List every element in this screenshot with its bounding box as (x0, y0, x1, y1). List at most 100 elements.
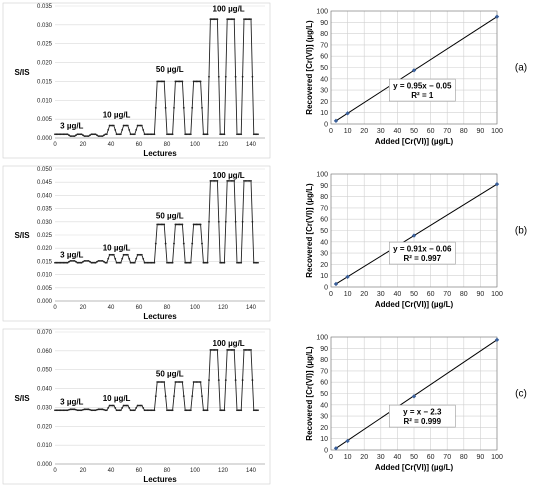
signal-data-point (124, 253, 126, 256)
signal-data-point (194, 80, 196, 83)
signal-data-point (171, 261, 174, 264)
signal-data-point (163, 381, 166, 383)
signal-data-point (255, 409, 258, 412)
signal-data-point (245, 18, 248, 21)
signal-data-point (149, 133, 152, 136)
recovery-y-axis-label: Recovered [Cr(VI)] (µg/L) (305, 183, 314, 278)
signal-data-point (182, 106, 185, 109)
recovery-x-tick-label: 40 (394, 291, 402, 298)
signal-data-point (229, 179, 231, 182)
signal-data-point (188, 261, 191, 264)
signal-data-point (243, 349, 245, 351)
signal-data-point (63, 133, 66, 136)
recovery-data-point (494, 181, 500, 187)
signal-data-point (72, 135, 75, 138)
recovery-r-squared: R² = 0.999 (404, 417, 442, 426)
signal-data-point (240, 133, 243, 136)
signal-data-point (59, 409, 62, 412)
signal-x-tick-label: 120 (218, 305, 229, 311)
recovery-x-tick-label: 90 (477, 128, 485, 135)
signal-data-point (133, 133, 136, 136)
recovery-y-tick-label: 0 (324, 122, 328, 129)
signal-y-tick-label: 0.010 (37, 273, 53, 279)
signal-data-point (209, 349, 212, 351)
signal-x-tick-label: 80 (164, 142, 171, 148)
signal-data-point (202, 261, 205, 264)
signal-data-point (108, 404, 111, 407)
signal-y-tick-label: 0.010 (37, 443, 53, 449)
signal-concentration-label: 50 µg/L (156, 369, 184, 378)
recovery-y-tick-label: 0 (324, 448, 328, 455)
recovery-equation: y = 0.95x − 0.05 (393, 82, 452, 91)
panel-label: (c) (515, 389, 527, 400)
signal-data-point (119, 409, 122, 412)
signal-y-axis-label: S/IS (14, 231, 30, 240)
signal-data-point (54, 409, 56, 412)
signal-data-point (101, 135, 104, 138)
signal-y-tick-label: 0.025 (37, 233, 53, 239)
recovery-y-tick-label: 0 (324, 285, 328, 292)
signal-data-point (222, 261, 224, 264)
signal-data-point (128, 257, 131, 260)
recovery-y-tick-label: 30 (320, 414, 328, 421)
signal-data-point (54, 261, 56, 264)
signal-data-point (77, 261, 80, 264)
signal-data-point (177, 381, 180, 383)
signal-data-point (104, 261, 107, 264)
signal-concentration-label: 50 µg/L (156, 212, 184, 221)
signal-data-point (68, 134, 70, 137)
signal-data-point (244, 18, 247, 21)
signal-data-point (257, 409, 259, 412)
signal-data-point (191, 242, 194, 245)
recovery-plot-border (330, 336, 498, 451)
signal-data-point (103, 134, 105, 137)
signal-y-axis-label: S/IS (14, 68, 30, 77)
recovery-plot-border (330, 10, 498, 125)
signal-y-tick-label: 0.030 (37, 23, 53, 29)
signal-data-point (94, 261, 97, 264)
signal-data-point (105, 133, 108, 136)
signal-data-point (82, 260, 84, 263)
signal-data-point (189, 133, 192, 136)
signal-data-point (146, 133, 149, 136)
signal-y-tick-label: 0.050 (37, 368, 53, 374)
signal-data-point (110, 124, 112, 127)
signal-data-point (231, 179, 234, 182)
signal-data-point (70, 135, 73, 138)
signal-data-point (220, 409, 223, 412)
signal-data-point (135, 407, 138, 409)
signal-data-point (187, 261, 189, 264)
signal-data-point (159, 80, 161, 83)
signal-y-tick-label: 0.030 (37, 220, 53, 226)
signal-data-point (178, 381, 181, 383)
panel-label: (b) (515, 226, 527, 237)
signal-concentration-label: 3 µg/L (60, 250, 83, 259)
signal-data-point (131, 261, 133, 264)
signal-data-point (250, 349, 252, 351)
signal-y-tick-label: 0.035 (37, 207, 53, 213)
signal-data-point (175, 223, 178, 226)
signal-data-point (174, 223, 177, 226)
signal-data-point (156, 80, 159, 83)
signal-x-tick-label: 120 (218, 142, 229, 148)
signal-data-point (248, 18, 251, 21)
signal-data-point (115, 133, 118, 136)
signal-data-point (213, 179, 216, 182)
signal-data-point (251, 220, 254, 223)
signal-data-point (90, 133, 93, 136)
signal-data-point (139, 124, 142, 127)
recovery-x-axis-label: Added [Cr(VI)] (µg/L) (375, 137, 454, 146)
signal-data-point (168, 261, 171, 264)
recovery-data-point (333, 281, 339, 287)
signal-data-point (138, 124, 140, 127)
signal-y-tick-label: 0.040 (37, 193, 53, 199)
signal-data-point (170, 133, 173, 136)
signal-data-point (178, 80, 181, 83)
recovery-y-tick-label: 60 (320, 217, 328, 224)
signal-data-point (175, 80, 178, 83)
signal-data-point (66, 133, 69, 136)
signal-data-point (233, 18, 236, 21)
signal-data-point (115, 261, 118, 264)
signal-data-point (192, 223, 195, 226)
signal-data-point (153, 409, 156, 412)
